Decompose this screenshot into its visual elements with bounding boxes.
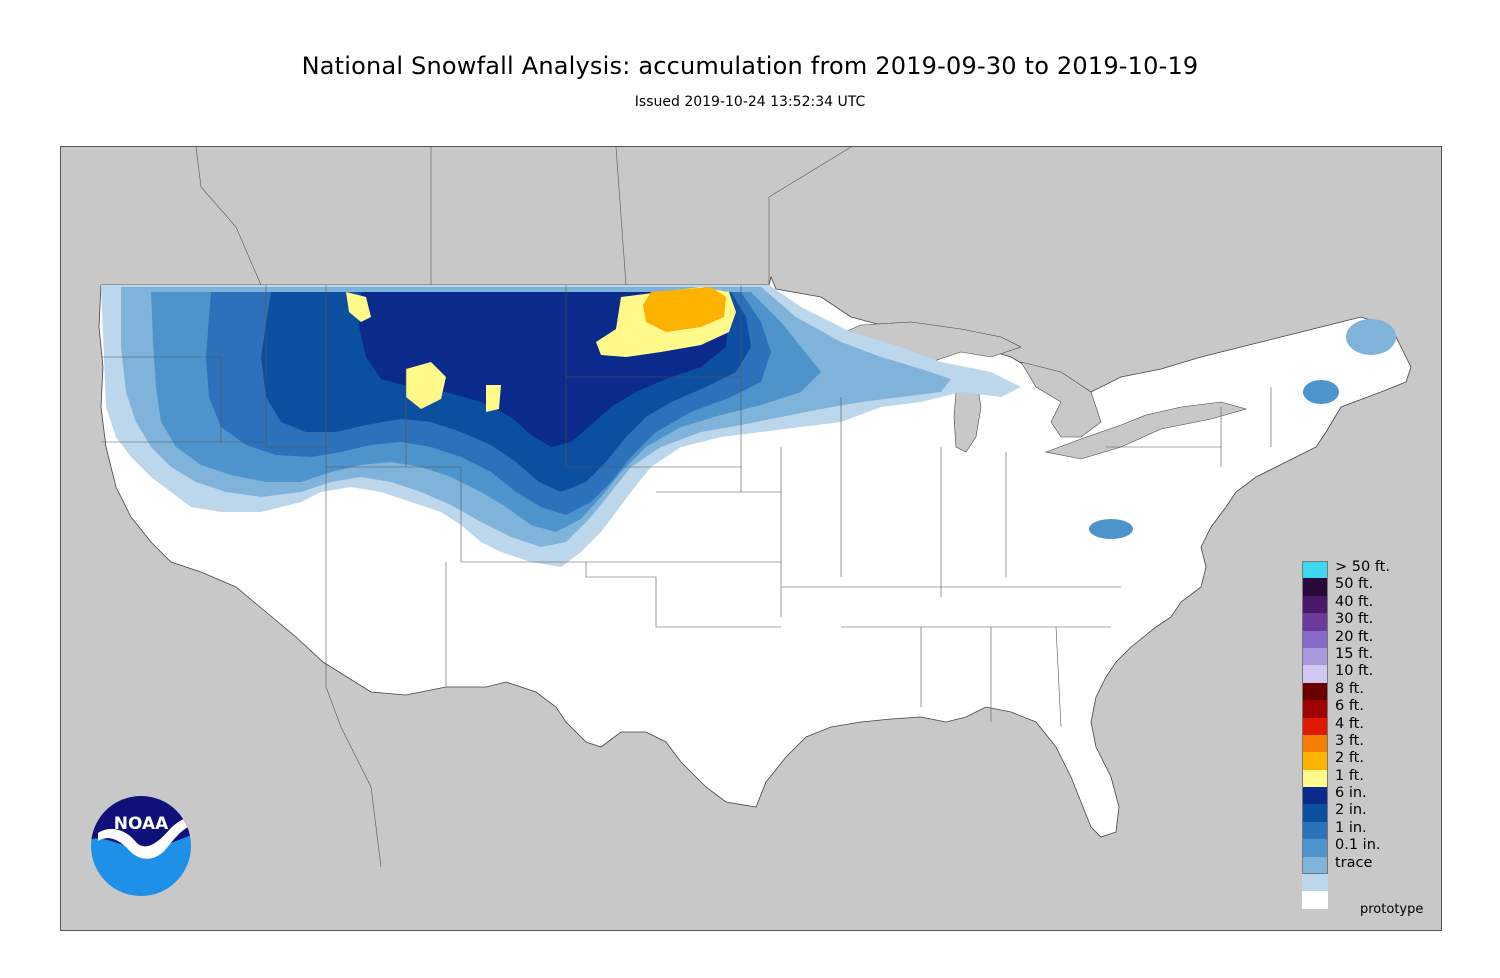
legend-swatch (1302, 700, 1328, 718)
legend-swatch (1302, 561, 1328, 579)
international-borders (195, 147, 852, 868)
legend-label: 0.1 in. (1335, 837, 1381, 854)
legend-label: 1 in. (1335, 819, 1367, 836)
snow-patch-appalachia (1089, 519, 1133, 539)
snow-2ft-area-ridge (346, 292, 371, 322)
legend-label: 2 in. (1335, 802, 1367, 819)
noaa-logo-text: NOAA (114, 814, 169, 834)
legend-swatch (1302, 769, 1328, 788)
snow-3ft-area (643, 287, 726, 332)
legend-swatch (1302, 647, 1328, 666)
map-title: National Snowfall Analysis: accumulation… (301, 52, 1199, 80)
legend-swatch (1302, 630, 1328, 648)
legend-label: 2 ft. (1335, 750, 1364, 767)
legend-swatch (1302, 804, 1328, 822)
legend-swatch (1302, 821, 1328, 840)
legend-swatch (1302, 752, 1328, 770)
legend-label: 6 ft. (1335, 698, 1364, 715)
map-subtitle: Issued 2019-10-24 13:52:34 UTC (634, 94, 866, 110)
legend-swatch (1302, 787, 1328, 805)
legend-swatch (1302, 613, 1328, 631)
legend-label: 50 ft. (1335, 576, 1374, 593)
legend-swatch (1302, 839, 1328, 857)
legend-label: trace (1335, 854, 1373, 871)
legend-label: 40 ft. (1335, 593, 1374, 610)
map-canvas (98, 147, 1412, 868)
state-borders (101, 285, 1272, 728)
legend-swatch (1302, 665, 1328, 683)
lake-huron (1020, 361, 1102, 438)
snow-patch-maine (1346, 319, 1396, 355)
legend-label: 10 ft. (1335, 663, 1374, 680)
legend-label: > 50 ft. (1335, 559, 1390, 575)
snow-patch-new-england (1303, 380, 1339, 404)
legend-swatch (1302, 891, 1328, 909)
legend-swatch (1302, 856, 1328, 875)
legend-swatch (1302, 682, 1328, 701)
legend-swatch (1302, 874, 1328, 892)
legend-label: 20 ft. (1335, 628, 1374, 645)
legend-swatch (1302, 595, 1328, 614)
legend-swatch (1302, 717, 1328, 735)
snow-2ft-area-mt (406, 362, 446, 409)
legend-label: 6 in. (1335, 785, 1367, 802)
prototype-watermark: prototype (1360, 902, 1424, 917)
legend-swatch (1302, 578, 1328, 596)
snow-2ft-area-mt2 (486, 385, 501, 412)
lake-erie-ontario (1044, 401, 1248, 460)
legend-label: 1 ft. (1335, 767, 1364, 784)
noaa-logo: NOAA (91, 796, 191, 896)
legend-label: 30 ft. (1335, 611, 1374, 628)
snowfall-map[interactable] (60, 146, 1442, 931)
legend-label: 15 ft. (1335, 645, 1374, 662)
legend-label: 3 ft. (1335, 732, 1364, 749)
legend-swatch (1302, 734, 1328, 753)
legend-label: 8 ft. (1335, 680, 1364, 697)
legend-label: 4 ft. (1335, 715, 1364, 732)
